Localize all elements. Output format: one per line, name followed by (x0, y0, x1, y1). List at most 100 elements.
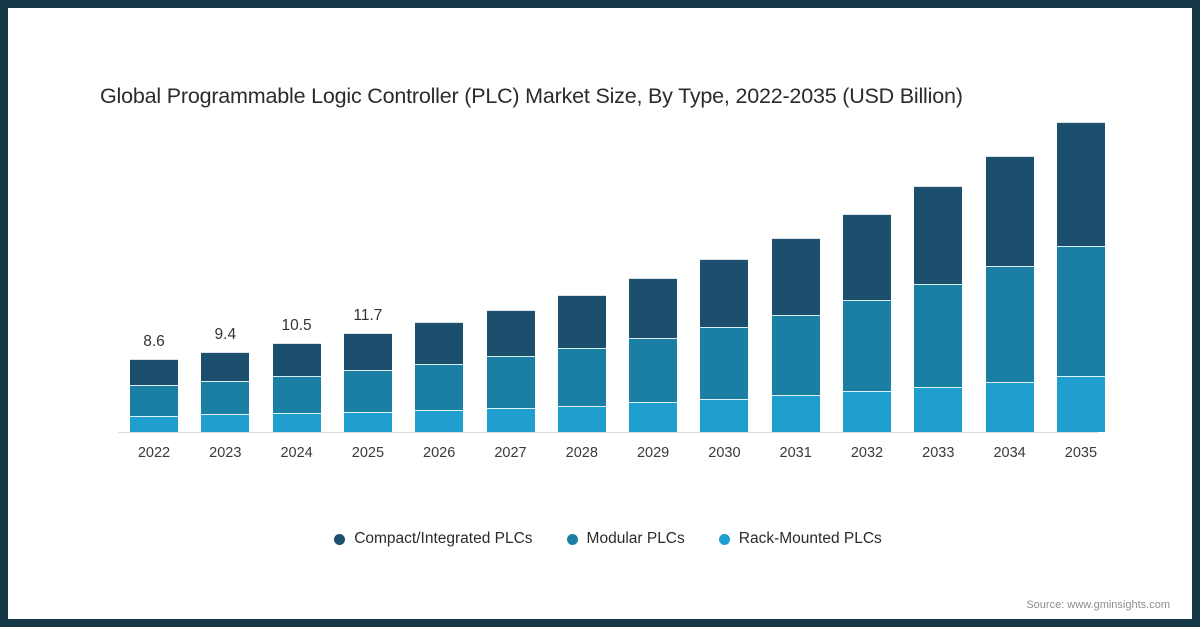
bar-segment-rack[interactable] (914, 386, 963, 432)
bar-segment-modular[interactable] (201, 381, 250, 415)
bar-segment-compact[interactable] (985, 155, 1034, 267)
x-axis-tick-label: 2030 (708, 445, 741, 461)
bar-stack (201, 352, 250, 432)
bar-segment-modular[interactable] (629, 337, 678, 403)
x-axis-tick-label: 2029 (636, 445, 670, 461)
bar-segment-compact[interactable] (700, 259, 749, 327)
bar-group[interactable] (771, 238, 820, 432)
bar-group[interactable] (629, 278, 678, 432)
bar-group[interactable] (914, 186, 963, 432)
x-axis-tick-label: 2023 (209, 445, 242, 461)
page-title: Global Programmable Logic Controller (PL… (100, 84, 963, 108)
chart-canvas: Global Programmable Logic Controller (PL… (8, 8, 1192, 619)
bar-group[interactable]: 8.6 (130, 333, 178, 432)
bar-stack (343, 332, 392, 432)
chart-legend: Compact/Integrated PLCs Modular PLCs Rack-… (8, 530, 1192, 548)
bar-stack (486, 309, 535, 432)
legend-item-2[interactable]: Rack-Mounted PLCs (718, 530, 882, 548)
bar-group[interactable] (700, 259, 749, 432)
bar-segment-modular[interactable] (1056, 245, 1105, 376)
bar-group[interactable] (843, 213, 891, 432)
x-axis-tick-label: 2035 (1064, 445, 1098, 461)
bar-segment-modular[interactable] (130, 385, 178, 416)
dot-icon (334, 533, 346, 545)
x-axis-tick-label: 2024 (280, 445, 313, 461)
bar-segment-compact[interactable] (557, 295, 606, 348)
bar-segment-rack[interactable] (1056, 375, 1105, 432)
x-axis-tick-label: 2031 (779, 445, 812, 461)
bar-group[interactable]: 10.5 (272, 317, 321, 432)
bar-segment-modular[interactable] (557, 347, 606, 406)
x-axis-tick-label: 2032 (850, 445, 884, 461)
bar-segment-rack[interactable] (771, 395, 820, 432)
x-axis-tick-label: 2028 (565, 445, 598, 461)
bar-segment-compact[interactable] (914, 186, 963, 285)
source-attribution: Source: www.gminsights.com (1026, 599, 1170, 611)
bar-segment-modular[interactable] (843, 300, 891, 392)
bar-segment-rack[interactable] (700, 398, 749, 432)
x-axis-tick-label: 2025 (351, 445, 385, 461)
bar-segment-rack[interactable] (343, 411, 392, 432)
bar-stack (557, 295, 606, 432)
bar-stack (272, 342, 321, 432)
bar-segment-compact[interactable] (486, 309, 535, 357)
bar-group[interactable] (985, 155, 1034, 432)
bar-segment-compact[interactable] (629, 278, 678, 338)
bar-group[interactable]: 9.4 (201, 326, 250, 432)
bar-segment-rack[interactable] (629, 402, 678, 432)
bar-segment-compact[interactable] (1056, 121, 1105, 246)
bar-group[interactable] (557, 295, 606, 432)
bar-segment-rack[interactable] (201, 414, 250, 432)
bar-value-label: 11.7 (353, 306, 383, 324)
dot-icon (566, 533, 578, 545)
bar-segment-modular[interactable] (486, 356, 535, 409)
bar-segment-compact[interactable] (201, 352, 250, 382)
legend-item-0[interactable]: Compact/Integrated PLCs (334, 530, 533, 548)
bar-segment-rack[interactable] (130, 415, 178, 432)
bar-segment-compact[interactable] (843, 213, 891, 301)
bar-segment-rack[interactable] (985, 381, 1034, 432)
bar-segment-compact[interactable] (272, 342, 321, 376)
bar-stack (985, 155, 1034, 432)
bar-stack (1056, 121, 1105, 432)
legend-item-label: Modular PLCs (586, 530, 685, 547)
bar-group[interactable]: 11.7 (343, 307, 392, 432)
bar-segment-modular[interactable] (343, 369, 392, 412)
bar-value-label: 9.4 (214, 326, 237, 344)
dot-icon (718, 533, 730, 545)
bar-segment-rack[interactable] (557, 405, 606, 432)
bar-group[interactable] (415, 322, 464, 432)
bar-segment-rack[interactable] (843, 391, 891, 432)
bar-stack (629, 278, 678, 432)
bar-segment-compact[interactable] (771, 238, 820, 315)
bar-segment-modular[interactable] (914, 284, 963, 387)
bar-segment-modular[interactable] (415, 364, 464, 410)
bar-segment-rack[interactable] (415, 409, 464, 432)
x-axis-tick-label: 2026 (423, 445, 456, 461)
bar-segment-rack[interactable] (272, 413, 321, 432)
bar-stack (914, 186, 963, 432)
plot-area: 8.6 2022 9.4 2023 10.5 2024 11.7 2025 2026 2027 20… (8, 8, 1192, 619)
bar-stack (415, 322, 464, 432)
bar-stack (700, 259, 749, 432)
bar-group[interactable] (1056, 121, 1105, 432)
bar-segment-compact[interactable] (415, 322, 464, 365)
bar-segment-compact[interactable] (343, 332, 392, 370)
bar-stack (130, 358, 178, 432)
bar-group[interactable] (486, 309, 535, 432)
legend-item-1[interactable]: Modular PLCs (566, 530, 685, 548)
bar-value-label: 8.6 (143, 332, 165, 350)
bar-segment-rack[interactable] (486, 408, 535, 432)
bar-segment-compact[interactable] (130, 358, 178, 386)
bar-stack (843, 213, 891, 432)
bar-segment-modular[interactable] (700, 326, 749, 399)
x-axis-tick-label: 2034 (993, 445, 1026, 461)
bar-segment-modular[interactable] (985, 266, 1034, 382)
bar-segment-modular[interactable] (272, 375, 321, 414)
bar-stack (771, 238, 820, 432)
legend-item-label: Rack-Mounted PLCs (738, 530, 882, 547)
bar-segment-modular[interactable] (771, 314, 820, 396)
x-axis-line (118, 432, 1098, 433)
bar-value-label: 10.5 (281, 316, 312, 334)
